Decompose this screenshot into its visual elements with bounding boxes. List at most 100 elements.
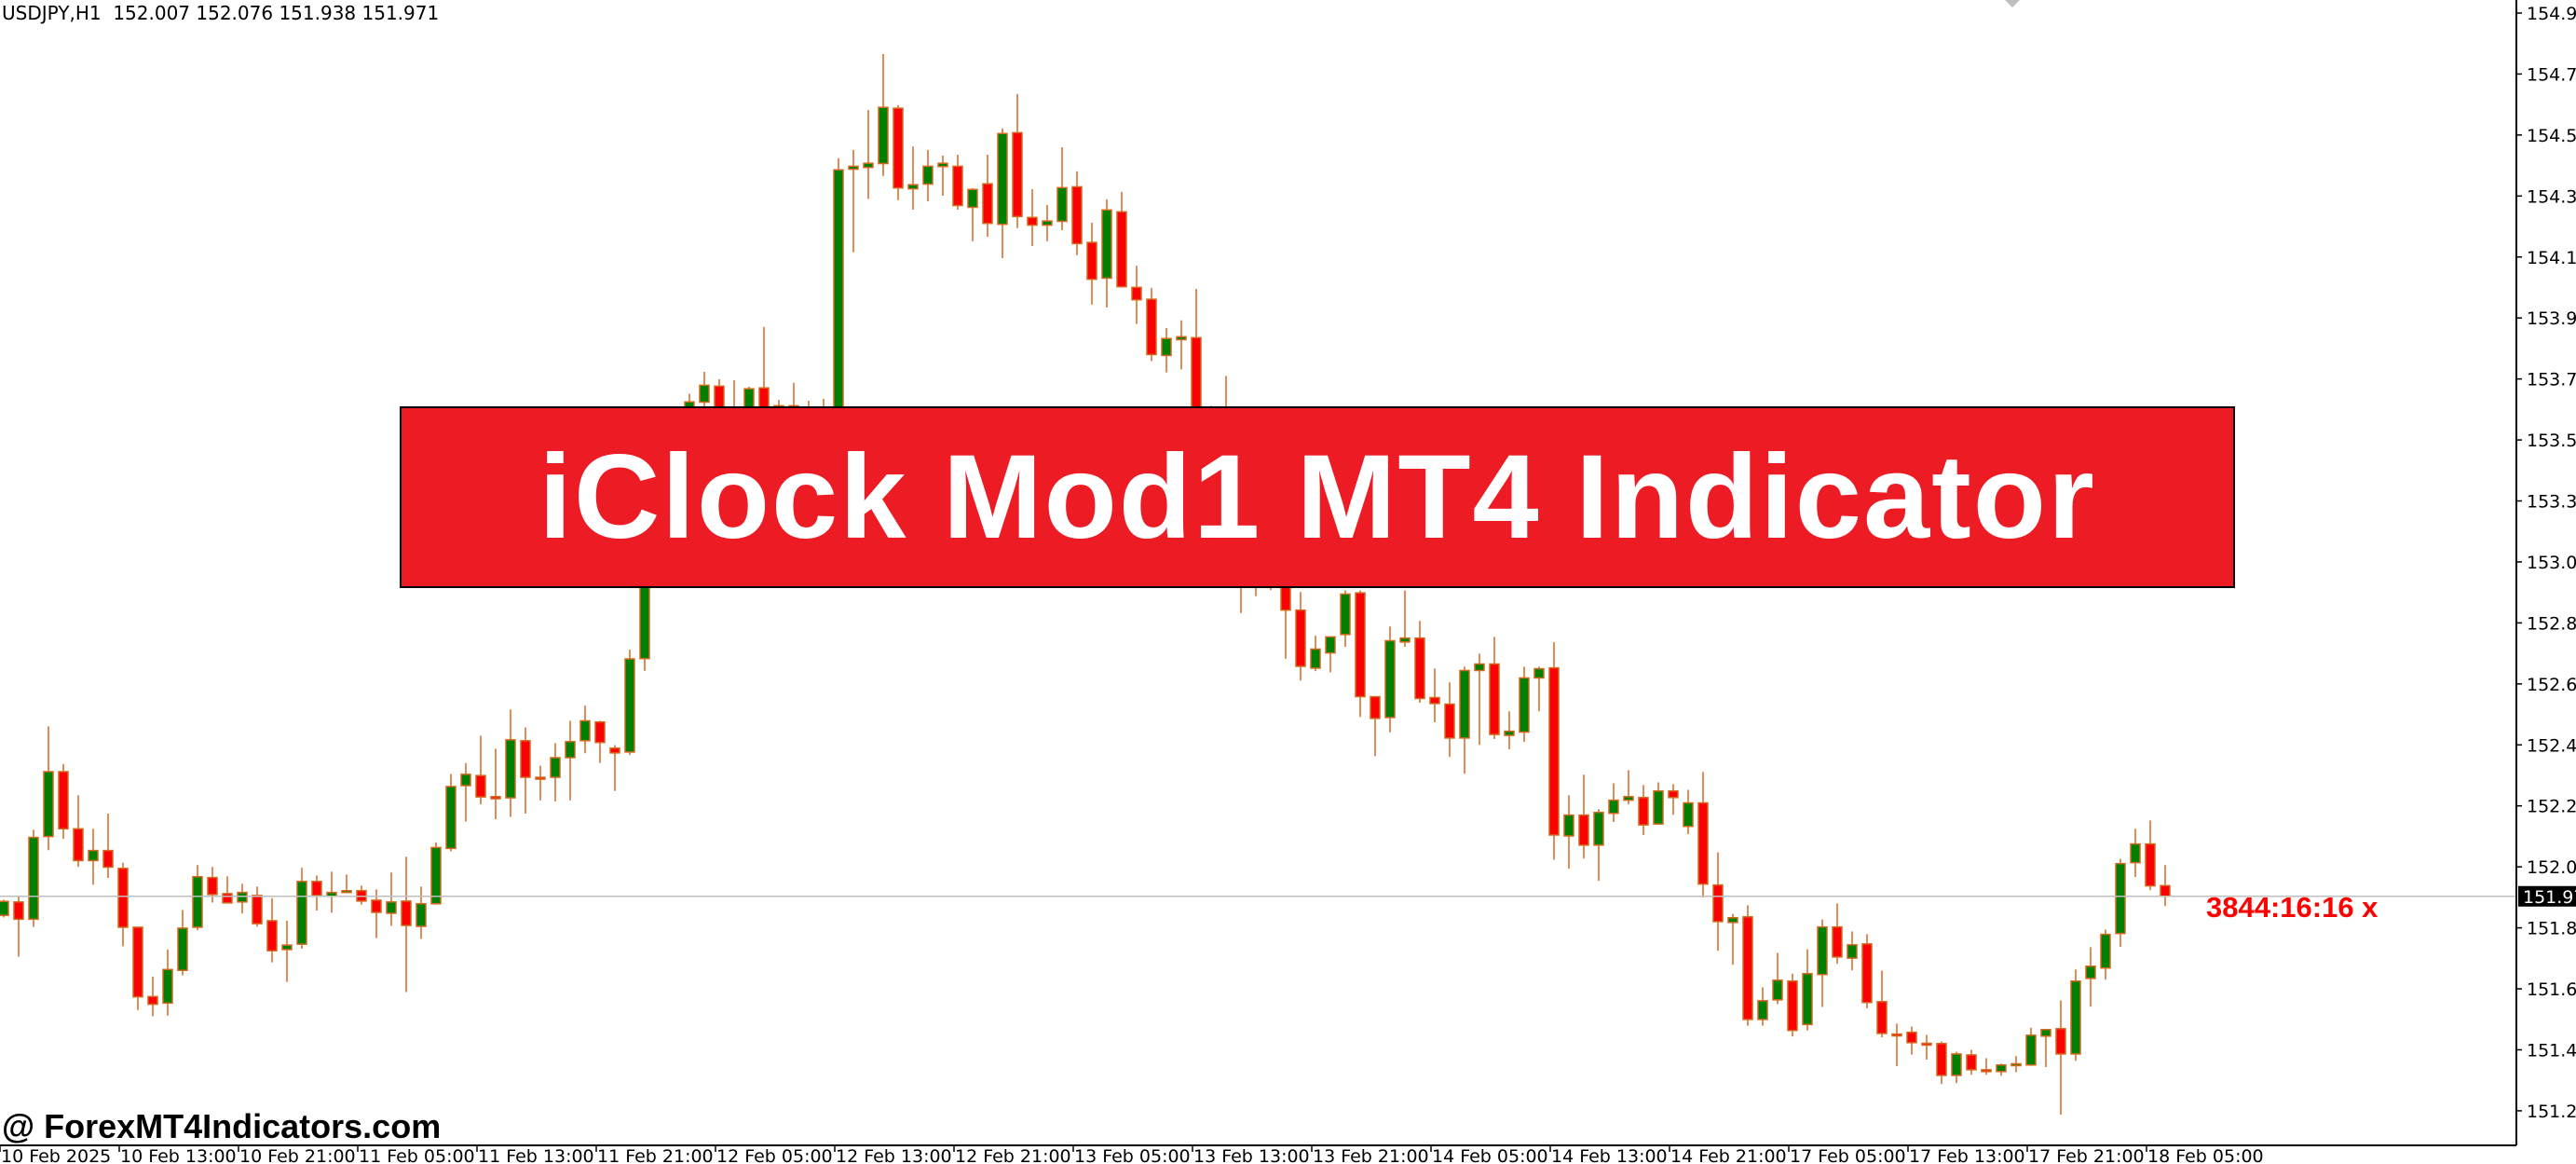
candle xyxy=(1012,93,1023,228)
bull-candle-body xyxy=(2070,979,2081,1055)
candle xyxy=(341,874,352,894)
bear-candle-body xyxy=(1966,1054,1977,1071)
current-price-label: 151.971 xyxy=(2518,885,2576,908)
bull-candle-body xyxy=(565,741,576,759)
bull-candle-body xyxy=(550,757,561,778)
bull-candle-body xyxy=(1563,814,1574,837)
candle xyxy=(1056,146,1068,231)
bull-candle-body xyxy=(460,774,471,787)
candle xyxy=(1921,1034,1932,1061)
candle xyxy=(1042,204,1053,241)
bull-candle-body xyxy=(162,968,173,1005)
candle xyxy=(281,920,293,982)
bear-candle-body xyxy=(1548,666,1560,836)
bear-candle-body xyxy=(102,849,114,869)
bear-candle-body xyxy=(982,183,993,225)
candle xyxy=(1399,590,1411,647)
price-tick-label: 154.735 xyxy=(2527,64,2576,85)
candle xyxy=(1355,590,1366,718)
candle xyxy=(907,146,919,211)
candle xyxy=(624,650,635,756)
candle xyxy=(1668,784,1679,815)
candle xyxy=(117,862,129,947)
bear-candle-body xyxy=(207,876,218,896)
scroll-marker-icon[interactable] xyxy=(2005,0,2020,7)
candle xyxy=(237,883,248,914)
candle xyxy=(1489,637,1500,739)
bull-candle-body xyxy=(922,165,934,185)
candle xyxy=(1459,666,1470,774)
bull-candle-body xyxy=(907,184,919,190)
candle xyxy=(1697,772,1709,898)
bear-candle-body xyxy=(147,995,158,1006)
bull-candle-body xyxy=(281,944,293,951)
bear-candle-body xyxy=(1668,790,1679,799)
bull-candle-body xyxy=(2085,965,2096,979)
bull-candle-body xyxy=(848,165,859,171)
bull-candle-body xyxy=(430,846,442,905)
bear-candle-body xyxy=(1697,801,1709,885)
bull-candle-body xyxy=(2040,1029,2051,1037)
candle xyxy=(1683,789,1694,835)
price-tick-label: 152.070 xyxy=(2527,857,2576,878)
time-tick-label: 17 Feb 13:00 xyxy=(1909,1146,2025,1164)
price-tick-label: 154.325 xyxy=(2527,186,2576,207)
candle xyxy=(88,828,99,885)
candle xyxy=(1936,1041,1947,1085)
candle-countdown: 3844:16:16 x xyxy=(2206,891,2378,924)
candle xyxy=(1981,1058,1992,1075)
candle xyxy=(311,875,322,911)
bull-candle-body xyxy=(1727,916,1738,924)
candle xyxy=(2025,1027,2037,1066)
candle xyxy=(863,110,874,199)
bull-candle-body xyxy=(192,875,203,928)
candle xyxy=(1817,919,1828,1007)
candle xyxy=(401,856,412,993)
candle xyxy=(2145,820,2156,891)
bull-candle-body xyxy=(505,739,516,799)
bear-candle-body xyxy=(952,165,963,207)
bear-candle-body xyxy=(475,774,486,798)
candle xyxy=(1891,1023,1902,1067)
time-tick-label: 10 Feb 21:00 xyxy=(239,1146,356,1164)
candle xyxy=(2055,1000,2066,1116)
bear-candle-body xyxy=(252,895,263,924)
candle xyxy=(430,842,442,905)
bull-candle-body xyxy=(1161,337,1172,357)
bull-candle-body xyxy=(878,106,889,165)
bull-candle-body xyxy=(997,132,1008,226)
candle xyxy=(1563,795,1574,870)
candle xyxy=(1578,774,1589,859)
candle xyxy=(1504,711,1515,750)
bear-candle-body xyxy=(1370,695,1381,719)
candle xyxy=(162,949,173,1016)
candle xyxy=(1176,320,1187,370)
bear-candle-body xyxy=(535,776,546,780)
bull-candle-body xyxy=(341,889,352,894)
candle xyxy=(58,763,69,840)
candle xyxy=(1533,666,1545,712)
candle xyxy=(371,889,382,938)
bear-candle-body xyxy=(73,828,84,862)
bull-candle-body xyxy=(2115,862,2126,935)
bear-candle-body xyxy=(1936,1043,1947,1076)
bear-candle-body xyxy=(2145,842,2156,887)
bull-candle-body xyxy=(863,162,874,169)
candle xyxy=(997,128,1008,259)
bear-candle-body xyxy=(520,740,531,778)
candle xyxy=(296,868,307,949)
bull-candle-body xyxy=(296,881,307,945)
candle xyxy=(1623,770,1634,805)
candle xyxy=(386,872,397,926)
candle xyxy=(1832,903,1843,965)
bull-candle-body xyxy=(967,188,978,209)
candle xyxy=(1548,642,1560,860)
candle xyxy=(147,976,158,1017)
candle xyxy=(1295,592,1306,681)
watermark: @ ForexMT4Indicators.com xyxy=(2,1107,442,1145)
time-tick-label: 17 Feb 21:00 xyxy=(2028,1146,2145,1164)
time-tick-label: 18 Feb 05:00 xyxy=(2147,1146,2264,1164)
time-tick-label: 11 Feb 05:00 xyxy=(359,1146,475,1164)
bull-candle-body xyxy=(1340,593,1351,636)
bear-candle-body xyxy=(1146,298,1157,356)
